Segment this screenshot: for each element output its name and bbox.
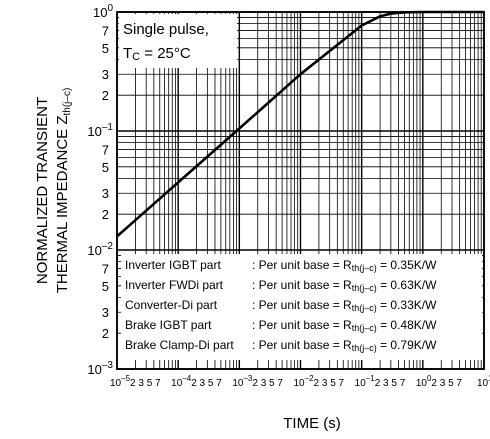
table-part-base: : Per unit base = Rth(j–c) = 0.79K/W <box>252 338 437 353</box>
annotation-layer: Single pulse, TC = 25°C <box>119 14 237 68</box>
y-minor-tick-label: 3 <box>102 186 109 201</box>
y-minor-tick-label: 5 <box>102 279 109 294</box>
table-part-name: Inverter IGBT part <box>125 258 221 272</box>
y-axis-label: NORMALIZED TRANSIENT THERMAL IMPEDANCE Zt… <box>34 88 73 294</box>
y-minor-tick-label: 5 <box>102 41 109 56</box>
y-minor-tick-label: 2 <box>102 88 109 103</box>
y-axis-label-line-1: NORMALIZED TRANSIENT <box>34 97 51 284</box>
series-line <box>116 10 484 238</box>
annotation-line-2: TC = 25°C <box>123 45 191 63</box>
y-minor-tick-label: 2 <box>102 207 109 222</box>
x-tick-label: 101 <box>477 374 490 389</box>
y-minor-tick-label: 7 <box>102 23 109 38</box>
table-part-name: Brake IGBT part <box>125 318 212 332</box>
table-part-base: : Per unit base = Rth(j–c) = 0.63K/W <box>252 278 437 293</box>
x-tick-label: 10–22 3 5 7 <box>294 374 345 389</box>
table-part-name: Inverter FWDi part <box>125 278 224 292</box>
parts-table: Inverter IGBT part : Per unit base = Rth(… <box>121 254 482 360</box>
table-part-name: Converter-Di part <box>125 298 218 312</box>
y-major-tick-label: 10–1 <box>87 122 113 139</box>
x-tick-label: 10–42 3 5 7 <box>171 374 222 389</box>
y-minor-tick-label: 5 <box>102 160 109 175</box>
x-tick-label: 1002 3 5 7 <box>416 374 463 389</box>
y-minor-tick-label: 3 <box>102 67 109 82</box>
y-minor-tick-label: 2 <box>102 326 109 341</box>
table-part-base: : Per unit base = Rth(j–c) = 0.35K/W <box>252 258 437 273</box>
plot-frame <box>116 11 485 370</box>
parts-table-background <box>121 254 482 360</box>
table-part-base: : Per unit base = Rth(j–c) = 0.33K/W <box>252 298 437 313</box>
table-part-name: Brake Clamp-Di part <box>125 338 234 352</box>
table-part-base: : Per unit base = Rth(j–c) = 0.48K/W <box>252 318 437 333</box>
y-major-tick-label: 10–2 <box>87 241 113 258</box>
annotation-background <box>119 14 237 68</box>
x-tick-label: 10–52 3 5 7 <box>110 374 161 389</box>
annotation-line-1: Single pulse, <box>123 21 209 38</box>
y-tick-labels: 100 10–1 10–2 10–3 2 3 5 7 2 3 5 7 2 3 5 7 <box>87 3 113 377</box>
x-tick-labels: 10–52 3 5 7 10–42 3 5 7 10–32 3 5 7 10–22 3… <box>110 374 490 389</box>
y-axis-label-line-2: THERMAL IMPEDANCE Zth(j–c) <box>54 88 73 294</box>
y-minor-tick-label: 3 <box>102 305 109 320</box>
y-major-tick-label: 10–3 <box>87 360 113 377</box>
y-minor-tick-label: 7 <box>102 261 109 276</box>
series-layer <box>116 10 484 238</box>
x-axis-label: TIME (s) <box>283 415 341 432</box>
x-tick-label: 10–32 3 5 7 <box>232 374 283 389</box>
x-tick-label: 10–12 3 5 7 <box>355 374 406 389</box>
y-minor-tick-label: 7 <box>102 142 109 157</box>
y-major-tick-label: 100 <box>93 3 113 20</box>
